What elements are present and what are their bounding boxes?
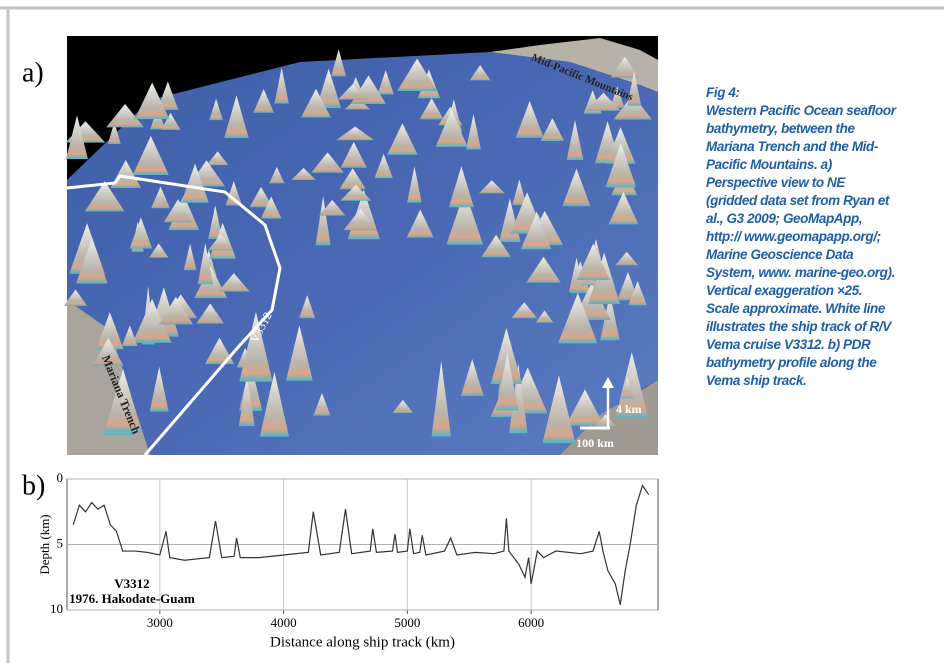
scale-label: 4 km [616,402,642,416]
y-tick-label: 10 [50,601,63,616]
panel-label: b) [22,470,45,501]
x-axis-label: Distance along ship track (km) [270,634,455,650]
caption-label: Fig 4: [706,85,740,100]
caption: Fig 4: Western Pacific Ocean seafloor bat… [706,84,896,390]
y-tick-label: 0 [57,470,64,485]
profile-chart: 3000 4000 5000 6000 0 5 10 Distance along ship … [37,470,658,650]
caption-text: Western Pacific Ocean seafloor bathymetr… [706,103,896,388]
x-tick-label: 4000 [271,615,297,630]
annotation: 1976. Hakodate-Guam [69,591,195,606]
y-axis-label: Depth (km) [37,514,52,574]
x-tick-label: 5000 [394,615,420,630]
x-tick-label: 3000 [147,615,173,630]
annotation: V3312 [114,576,149,591]
scale-label: 100 km [576,436,614,450]
x-tick-label: 6000 [518,615,544,630]
panel-label: a) [22,57,44,88]
y-tick-label: 5 [57,535,64,550]
page: a) Mid-Pacific Mountains Mariana Trench … [0,0,944,663]
